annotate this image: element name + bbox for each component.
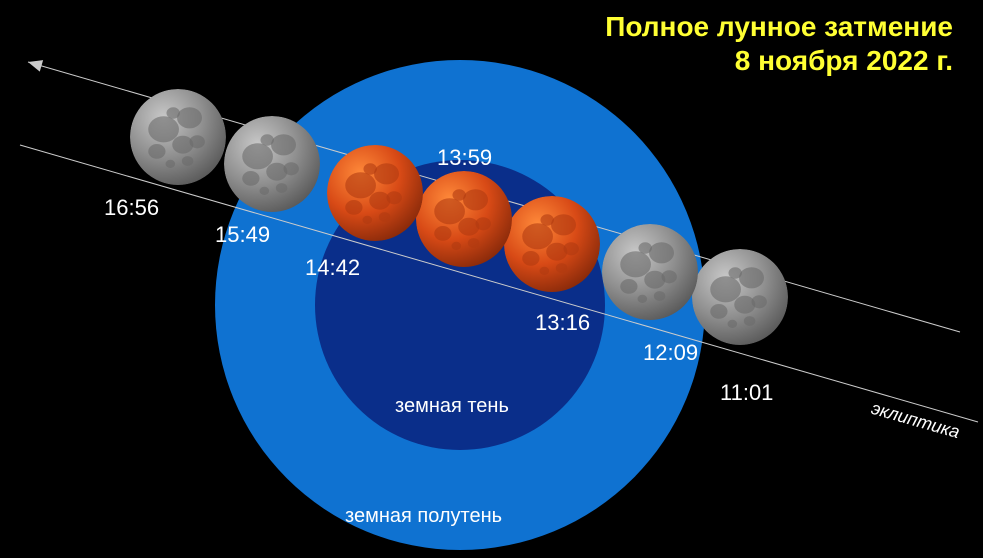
moon-phase bbox=[692, 249, 788, 345]
time-label: 13:16 bbox=[535, 310, 590, 336]
time-label: 12:09 bbox=[643, 340, 698, 366]
title-line-2: 8 ноября 2022 г. bbox=[605, 44, 953, 78]
moon-phase bbox=[224, 116, 320, 212]
moon-phase bbox=[416, 171, 512, 267]
eclipse-diagram: { "canvas": { "width": 983, "height": 55… bbox=[0, 0, 983, 558]
time-label: 11:01 bbox=[720, 380, 773, 406]
time-label: 13:59 bbox=[437, 145, 492, 171]
moon-phase bbox=[327, 145, 423, 241]
time-label: 16:56 bbox=[104, 195, 159, 221]
moon-phase bbox=[130, 89, 226, 185]
title-line-1: Полное лунное затмение bbox=[605, 10, 953, 44]
time-label: 14:42 bbox=[305, 255, 360, 281]
penumbra-label: земная полутень bbox=[345, 505, 502, 528]
moon-phase bbox=[504, 196, 600, 292]
time-label: 15:49 bbox=[215, 222, 270, 248]
diagram-title: Полное лунное затмение 8 ноября 2022 г. bbox=[605, 10, 953, 77]
moon-phase bbox=[602, 224, 698, 320]
ecliptic-label: эклиптика bbox=[869, 398, 962, 443]
umbra-label: земная тень bbox=[395, 395, 509, 418]
